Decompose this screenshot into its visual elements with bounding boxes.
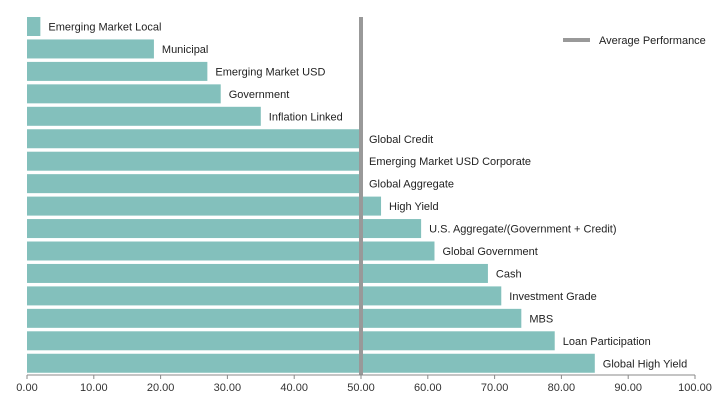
bar-label-high-yield: High Yield <box>389 201 439 213</box>
bar-mbs <box>27 308 522 328</box>
bar-label-global-high-yield: Global High Yield <box>603 358 687 370</box>
bar-label-global-credit: Global Credit <box>369 134 433 146</box>
bar-government <box>27 84 221 104</box>
bar-label-municipal: Municipal <box>162 44 208 56</box>
bar-label-loan-participation: Loan Participation <box>563 336 651 348</box>
bar-emerging-market-local <box>27 17 41 36</box>
x-tick-label: 0.00 <box>16 382 37 394</box>
x-axis: 0.00 10.00 20.00 30.00 40.00 50.00 60.00 70.00 8… <box>16 374 712 394</box>
bar-label-u-s-aggregate-government-credit: U.S. Aggregate/(Government + Credit) <box>429 224 616 236</box>
bar-global-aggregate <box>27 174 361 194</box>
bar-label-mbs: MBS <box>529 313 553 325</box>
bar-label-emerging-market-usd: Emerging Market USD <box>215 66 325 78</box>
x-tick-label: 20.00 <box>147 382 175 394</box>
bar-global-high-yield <box>27 353 595 373</box>
bar-u-s-aggregate-government-credit <box>27 219 422 239</box>
x-tick-label: 100.00 <box>678 382 712 394</box>
x-tick-label: 40.00 <box>280 382 308 394</box>
bar-emerging-market-usd-corporate <box>27 151 361 171</box>
x-tick-label: 80.00 <box>548 382 576 394</box>
bar-label-global-government: Global Government <box>442 246 537 258</box>
bar-global-government <box>27 241 435 261</box>
bar-inflation-linked <box>27 106 261 126</box>
bar-loan-participation <box>27 331 555 351</box>
bar-label-investment-grade: Investment Grade <box>509 291 596 303</box>
x-tick-label: 30.00 <box>214 382 242 394</box>
x-tick-label: 70.00 <box>481 382 509 394</box>
bar-label-cash: Cash <box>496 268 522 280</box>
x-tick-label: 90.00 <box>614 382 642 394</box>
bar-label-emerging-market-local: Emerging Market Local <box>48 22 161 34</box>
bar-high-yield <box>27 196 382 216</box>
bar-investment-grade <box>27 286 502 306</box>
bar-label-inflation-linked: Inflation Linked <box>269 111 343 123</box>
bar-global-credit <box>27 129 361 149</box>
x-tick-label: 10.00 <box>80 382 108 394</box>
bar-label-government: Government <box>229 89 290 101</box>
bar-cash <box>27 263 488 283</box>
legend: Average Performance <box>563 35 706 47</box>
x-tick-label: 50.00 <box>347 382 375 394</box>
bars-group <box>27 17 595 373</box>
bar-emerging-market-usd <box>27 61 208 81</box>
bar-label-emerging-market-usd-corporate: Emerging Market USD Corporate <box>369 156 531 168</box>
bar-municipal <box>27 39 154 59</box>
bar-label-global-aggregate: Global Aggregate <box>369 179 454 191</box>
legend-label-average-performance: Average Performance <box>599 35 706 47</box>
x-tick-label: 60.00 <box>414 382 442 394</box>
